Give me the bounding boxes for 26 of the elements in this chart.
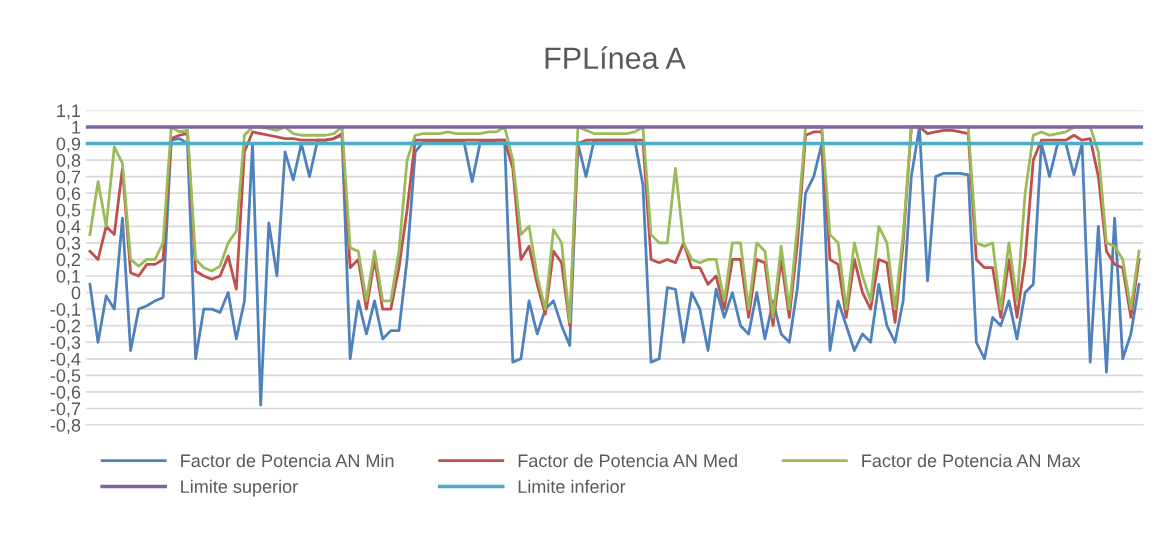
y-tick-label: -0,5 [50, 369, 81, 385]
legend-label: Limite inferior [518, 479, 626, 493]
y-tick-label: 1,1 [57, 104, 81, 120]
y-tick-label: 0,1 [56, 269, 81, 285]
y-tick-label: -0,4 [50, 352, 81, 368]
y-tick-label: -0,6 [50, 385, 81, 401]
y-tick-label: 0,8 [56, 154, 81, 169]
legend-label: Factor de Potencia AN Min [181, 453, 394, 468]
y-tick-label: -0,1 [50, 303, 81, 318]
chart-title: FPLínea A [545, 46, 686, 70]
y-tick-label: 0,5 [56, 203, 81, 219]
y-tick-label: 0,7 [56, 170, 81, 186]
y-tick-label: 0,2 [56, 253, 81, 269]
y-tick-label: 0,6 [56, 187, 81, 203]
y-tick-label: -0,3 [50, 336, 81, 352]
y-tick-label: 0,4 [56, 220, 81, 236]
y-tick-label: 1 [72, 121, 81, 134]
y-tick-label: -0,8 [50, 418, 81, 434]
y-tick-label: 0,9 [56, 137, 81, 153]
y-tick-label: -0,2 [50, 319, 81, 335]
y-tick-label: 0,3 [56, 236, 81, 252]
legend-label: Factor de Potencia AN Med [518, 453, 737, 468]
legend-label: Factor de Potencia AN Max [862, 453, 1081, 468]
y-tick-label: -0,7 [50, 402, 81, 418]
y-tick-label: 0 [71, 286, 81, 300]
legend-label: Limite superior [181, 479, 298, 497]
